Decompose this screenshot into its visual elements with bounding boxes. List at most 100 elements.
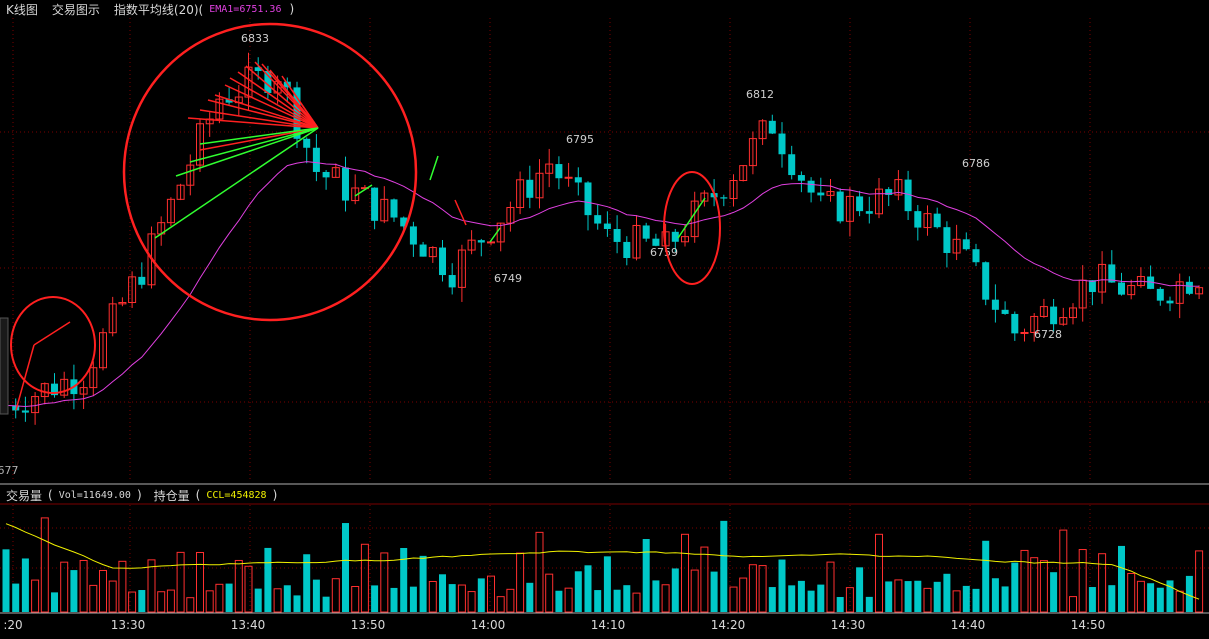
volume-bar-down <box>962 585 970 612</box>
candle-body-down <box>574 177 582 183</box>
oi-close: ) <box>272 488 278 502</box>
candle-body-down <box>1118 282 1125 295</box>
candle-body-down <box>1147 276 1155 289</box>
volume-bar-down <box>51 592 58 612</box>
candle-body-up <box>758 120 767 140</box>
volume-bar-up <box>428 580 437 613</box>
volume-bar-down <box>574 571 582 612</box>
volume-bar-up <box>506 588 515 613</box>
candle-body-down <box>594 215 602 224</box>
volume-bar-up <box>1078 549 1087 613</box>
volume-bar-down <box>885 581 893 612</box>
volume-bar-up <box>496 596 505 613</box>
price-annotation: 6795 <box>566 133 594 146</box>
candle-body-up <box>545 163 554 174</box>
ema-close: ) <box>289 2 295 16</box>
candle-body-down <box>991 299 999 310</box>
volume-bar-down <box>555 590 563 612</box>
volume-bar-up <box>176 551 185 613</box>
indicator-header: K线图 交易图示 指数平均线(20)( EMA1=6751.36 ) <box>0 0 1209 18</box>
volume-bar-up <box>89 584 98 613</box>
candle-body-up <box>1127 285 1136 296</box>
candle-body-down <box>225 99 233 103</box>
volume-bar-up <box>700 546 709 613</box>
volume-bar-down <box>768 587 776 612</box>
price-annotation: 6759 <box>650 246 678 259</box>
candle-body-up <box>1175 281 1184 304</box>
volume-bar-down <box>671 568 679 612</box>
candle-body-up <box>331 167 340 178</box>
volume-bar-down <box>1108 585 1116 612</box>
candle-body-down <box>312 147 320 172</box>
candle-body-up <box>535 172 544 199</box>
tab-kline[interactable]: K线图 <box>6 2 38 17</box>
candle-body-up <box>108 303 117 334</box>
volume-bar-up <box>196 551 204 613</box>
candle-body-up <box>1059 317 1068 325</box>
trade-line <box>429 155 439 181</box>
candle-body-up <box>487 241 495 244</box>
volume-bar-down <box>642 539 650 612</box>
volume-bar-up <box>40 517 49 613</box>
volume-bar-up <box>729 586 738 613</box>
candle-body-up <box>1098 263 1107 293</box>
volume-bar-down <box>264 547 272 612</box>
volume-bar-up <box>205 590 214 613</box>
volume-bar-up <box>31 579 40 613</box>
candle-body-down <box>477 240 485 243</box>
volume-bar-down <box>2 549 10 612</box>
candle-body-up <box>875 188 883 215</box>
volume-bar-down <box>788 585 796 612</box>
volume-bar-down <box>293 595 301 612</box>
price-annotation: 6728 <box>1034 328 1062 341</box>
candle-body-down <box>962 239 970 250</box>
x-tick-label: 14:20 <box>711 618 746 632</box>
volume-bar-down <box>1166 580 1174 612</box>
open-interest-label: 持仓量 <box>153 488 190 503</box>
candle-body-down <box>342 167 349 201</box>
candle-body-down <box>652 238 660 246</box>
open-interest-line <box>5 523 1200 600</box>
volume-bar-up <box>234 559 243 613</box>
candle-body-up <box>79 387 88 395</box>
x-tick-label: 14:10 <box>591 618 626 632</box>
volume-bar-down <box>419 555 427 612</box>
trade-line <box>33 321 71 346</box>
candle-body-up <box>729 180 738 200</box>
candle-body-up <box>457 249 466 288</box>
volume-bar-down <box>933 581 941 612</box>
volume-bar-up <box>60 561 69 613</box>
candle-body-down <box>788 154 796 176</box>
scroll-handle[interactable] <box>0 317 9 415</box>
candle-body-up <box>196 123 204 166</box>
candle-body-down <box>807 180 815 193</box>
candle-body-down <box>419 244 427 257</box>
candle-body-down <box>623 241 631 258</box>
volume-bar-up <box>1059 529 1068 613</box>
volume-bar-up <box>186 597 195 613</box>
trade-line-red <box>214 94 319 129</box>
volume-bar-down <box>778 559 786 612</box>
tab-trade-chart[interactable]: 交易图示 <box>51 2 100 17</box>
volume-bar-up <box>535 531 544 613</box>
x-tick-label: :20 <box>3 618 22 632</box>
volume-bar-up <box>215 583 224 613</box>
volume-bar-down <box>342 523 349 612</box>
volume-bar-up <box>1127 572 1136 613</box>
volume-bar-up <box>748 564 757 613</box>
volume-bar-down <box>1088 587 1096 612</box>
candle-body-down <box>1156 288 1164 301</box>
volume-bar-up <box>157 591 166 613</box>
candle-body-up <box>564 176 573 179</box>
candle-body-down <box>836 191 844 222</box>
candle-body-down <box>972 249 980 263</box>
candle-body-up <box>99 332 107 369</box>
volume-bar-down <box>12 583 20 612</box>
volume-bar-down <box>982 540 990 612</box>
volume-bar-up <box>845 587 854 613</box>
candle-body-up <box>1020 331 1029 334</box>
candle-body-down <box>409 226 417 245</box>
candle-body-down <box>933 213 941 228</box>
candle-body-up <box>506 207 515 224</box>
